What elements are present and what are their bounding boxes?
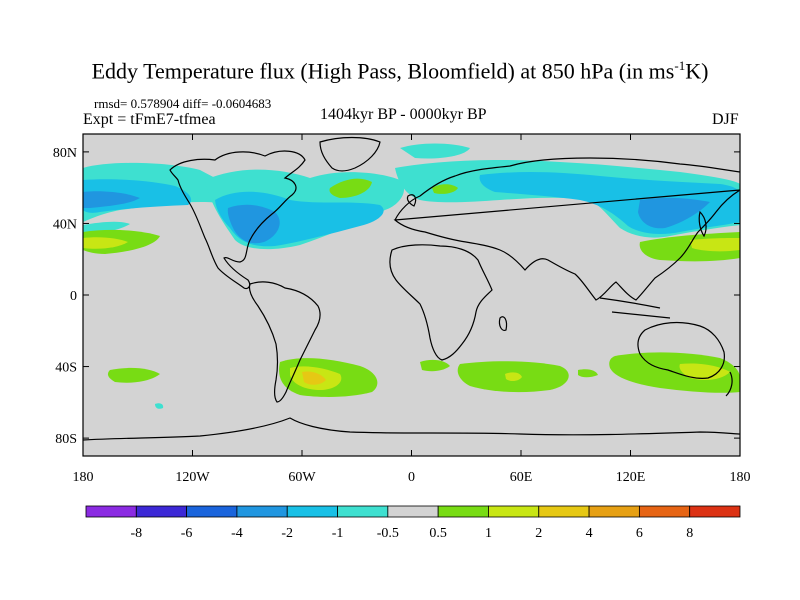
colorbar-swatch [135, 505, 188, 518]
flux-region-southamerica-orange [302, 371, 326, 385]
coastline-south-america [248, 281, 321, 403]
colorbar-swatch [638, 505, 691, 518]
stats-text: rmsd= 0.578904 diff= -0.0604683 [94, 96, 272, 111]
flux-region-indian-yellow [505, 372, 522, 382]
flux-region-spac-green [107, 367, 160, 383]
coastline-antarctica [83, 417, 740, 441]
lon-tick-label: 180 [730, 470, 751, 485]
colorbar-label: -8 [130, 526, 142, 541]
colorbar-swatch [488, 505, 540, 518]
lon-tick-label: 120E [616, 470, 646, 485]
coastlines [83, 136, 740, 441]
colorbar-label: -2 [281, 526, 293, 541]
colorbar-swatch [387, 505, 439, 518]
lon-tick-label: 120W [175, 470, 210, 485]
colorbar-label: 2 [535, 526, 542, 541]
flux-region-atl-green [329, 178, 372, 198]
period-label: 1404kyr BP - 0000kyr BP [320, 106, 487, 123]
lon-tick-label: 60W [288, 470, 316, 485]
flux-region-asia-yellow [690, 238, 740, 252]
flux-region-australia-yellow [679, 363, 730, 380]
coastline-australia [637, 321, 725, 379]
flux-region-south-cyan [155, 403, 164, 409]
lat-tick-label: 40N [53, 217, 77, 232]
experiment-label: Expt = tFmE7-tfmea [83, 111, 216, 128]
flux-region-america-darkblue [227, 204, 280, 244]
coastline-japan [698, 210, 707, 238]
colorbar-swatch [186, 505, 238, 518]
coastline-uk [406, 194, 417, 207]
colorbar: -8 -6 -4 -2 -1 -0.5 0.5 1 2 4 6 8 [85, 505, 741, 541]
colorbar-label: -1 [332, 526, 344, 541]
colorbar-label: -6 [181, 526, 193, 541]
coastline-north-america [169, 150, 306, 290]
flux-region-pacific-darkblue [83, 191, 140, 208]
colorbar-label: 4 [586, 526, 593, 541]
colorbar-swatch [538, 505, 590, 518]
colorbar-swatch [85, 505, 137, 518]
flux-region-atlantic-small-green [578, 369, 598, 378]
colorbar-label: 1 [485, 526, 492, 541]
colorbar-label: -4 [231, 526, 243, 541]
coastline-new-zealand [725, 371, 733, 397]
coastline-eurasia [393, 157, 740, 301]
colorbar-label: 0.5 [429, 526, 447, 541]
season-label: DJF [712, 111, 739, 128]
lat-tick-label: 80S [55, 432, 77, 447]
lon-tick-label: 60E [510, 470, 533, 485]
lat-tick-label: 0 [70, 289, 77, 304]
coastline-madagascar [498, 316, 508, 331]
map-ticks: 80N 40N 0 40S 80S 180 120W 60W 0 60E 120E 180 [53, 134, 751, 485]
flux-region-africa-green [420, 359, 450, 372]
colorbar-swatch [588, 505, 640, 518]
colorbar-swatch [286, 505, 338, 518]
flux-region-europe-green [432, 184, 458, 194]
colorbar-swatch [337, 505, 389, 518]
coastline-greenland [319, 136, 381, 172]
flux-region-arctic-cyan [400, 143, 470, 159]
lon-tick-label: 0 [408, 470, 415, 485]
flux-region-asia-darkblue [638, 197, 710, 229]
colorbar-swatch [437, 505, 489, 518]
map-title: Eddy Temperature flux (High Pass, Bloomf… [91, 58, 709, 84]
coastline-africa [389, 244, 493, 361]
colorbar-label: 8 [686, 526, 693, 541]
flux-region-npac-yellow [83, 237, 128, 249]
colorbar-label: 6 [636, 526, 643, 541]
lat-tick-label: 40S [55, 361, 77, 376]
lon-tick-label: 180 [73, 470, 94, 485]
coastline-indonesia [599, 297, 671, 319]
colorbar-swatch [236, 505, 288, 518]
colorbar-swatch [689, 505, 741, 518]
lat-tick-label: 80N [53, 146, 77, 161]
colorbar-label: -0.5 [377, 526, 399, 541]
flux-field [83, 143, 740, 409]
